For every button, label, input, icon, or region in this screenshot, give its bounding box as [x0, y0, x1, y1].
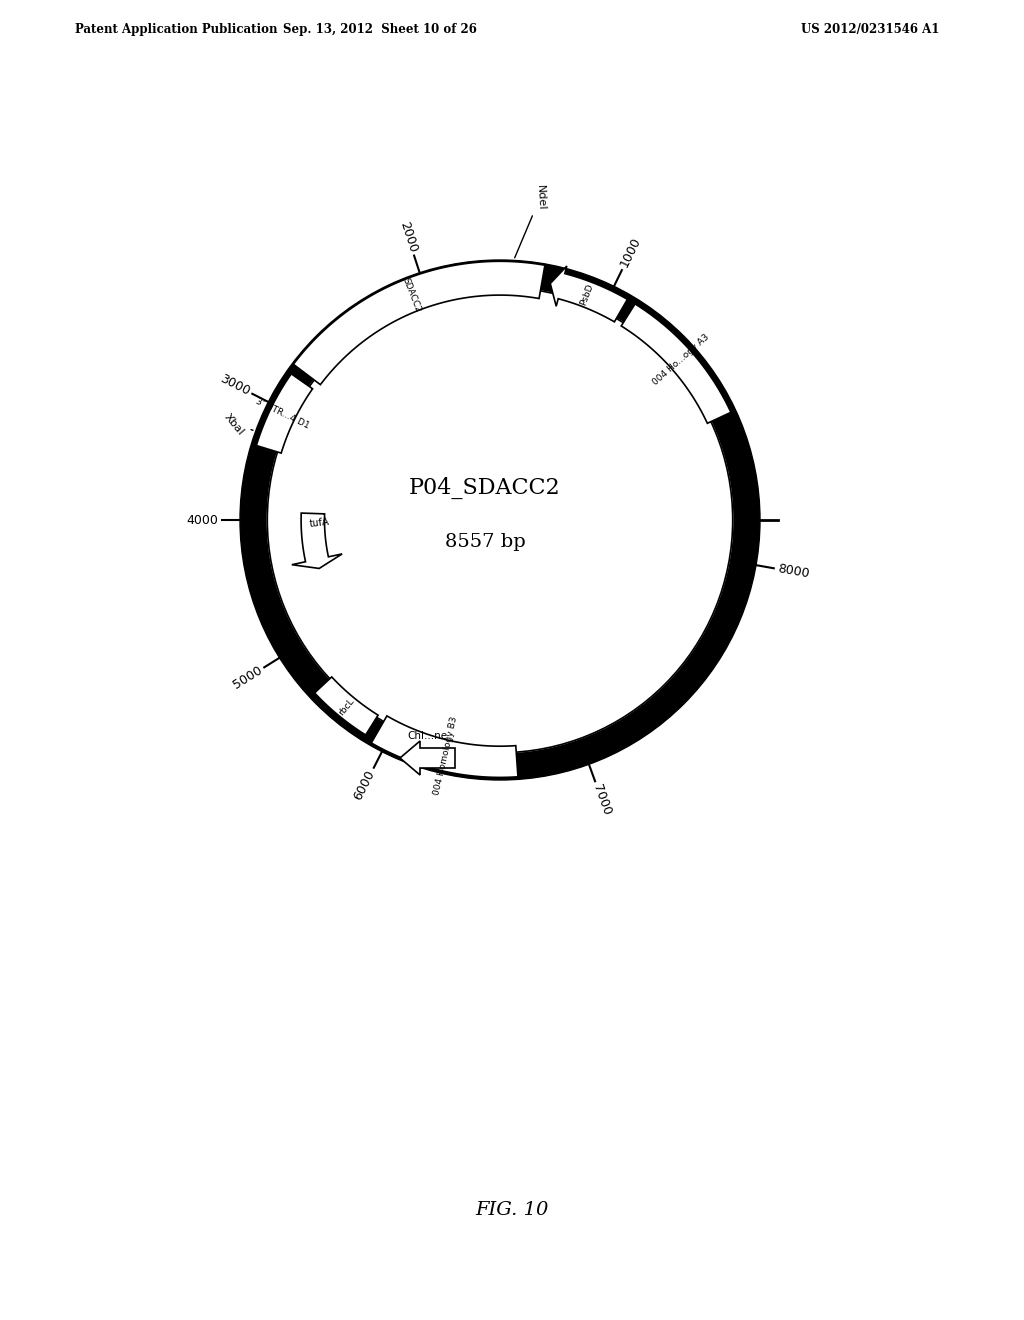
- Text: 4000: 4000: [186, 513, 218, 527]
- Text: 8000: 8000: [776, 562, 810, 581]
- Text: Patent Application Publication: Patent Application Publication: [75, 24, 278, 37]
- Polygon shape: [550, 267, 628, 322]
- Text: P04_SDACC2: P04_SDACC2: [410, 477, 561, 499]
- Polygon shape: [400, 741, 455, 775]
- Text: 7000: 7000: [591, 783, 613, 817]
- Text: 2000: 2000: [397, 219, 419, 253]
- Text: Chl...ne: Chl...ne: [408, 731, 447, 741]
- Circle shape: [267, 288, 733, 752]
- Text: NdeI: NdeI: [515, 185, 546, 257]
- Text: FIG. 10: FIG. 10: [475, 1201, 549, 1218]
- Text: US 2012/0231546 A1: US 2012/0231546 A1: [801, 24, 939, 37]
- Polygon shape: [256, 374, 312, 453]
- Polygon shape: [292, 513, 342, 569]
- Text: Sep. 13, 2012  Sheet 10 of 26: Sep. 13, 2012 Sheet 10 of 26: [283, 24, 477, 37]
- Polygon shape: [314, 677, 378, 735]
- Text: 3' UTR...4 D1: 3' UTR...4 D1: [254, 397, 311, 430]
- Text: 8557 bp: 8557 bp: [444, 533, 525, 550]
- Text: 004 Ho...ogy A3: 004 Ho...ogy A3: [651, 333, 711, 387]
- Text: 5000: 5000: [230, 664, 264, 692]
- Text: XbaI: XbaI: [222, 412, 253, 437]
- Text: SDACC2: SDACC2: [400, 276, 422, 314]
- Text: PsbD: PsbD: [579, 282, 595, 306]
- Text: 6000: 6000: [351, 768, 378, 803]
- Text: rbcL: rbcL: [337, 696, 356, 717]
- Polygon shape: [622, 304, 731, 424]
- Text: 004 Homology B3: 004 Homology B3: [432, 715, 459, 796]
- Polygon shape: [294, 261, 545, 384]
- Circle shape: [240, 260, 760, 780]
- Text: 1000: 1000: [617, 235, 643, 269]
- Text: tufA: tufA: [308, 517, 330, 529]
- Polygon shape: [372, 715, 518, 777]
- Text: 3000: 3000: [217, 372, 252, 397]
